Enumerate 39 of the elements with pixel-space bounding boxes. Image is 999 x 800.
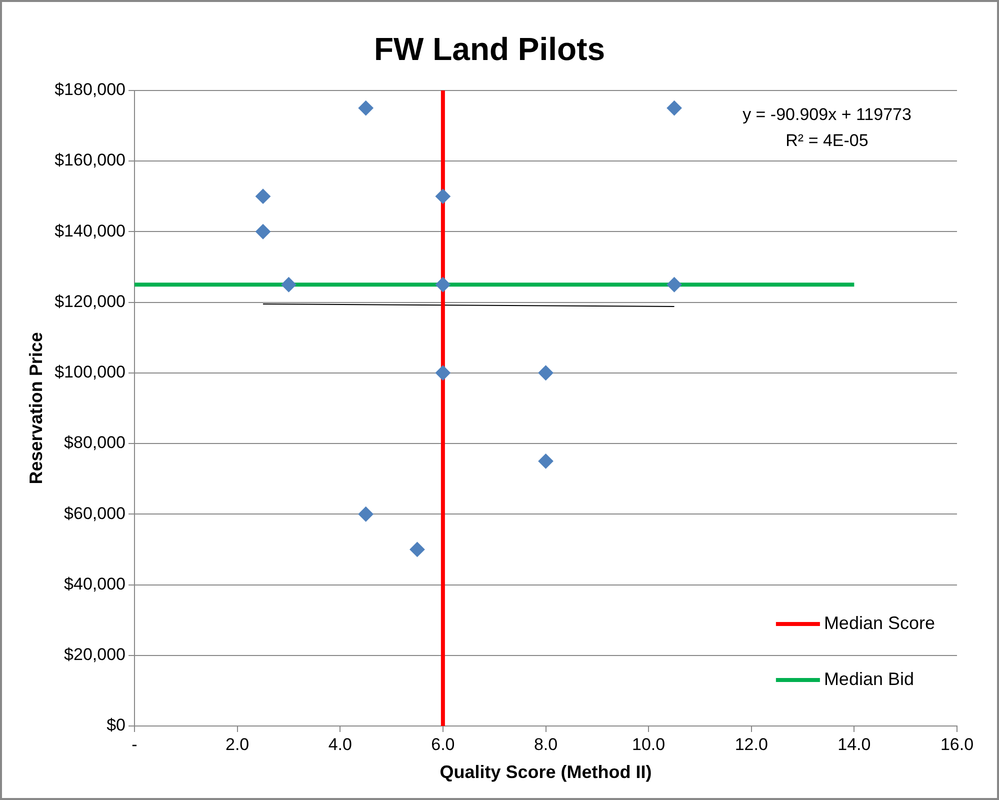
x-tick-label: 14.0 (838, 734, 871, 754)
y-tick-label: $0 (106, 716, 126, 735)
point (435, 188, 450, 204)
annotation: y = -90.909x + 119773 (742, 105, 912, 124)
point (666, 277, 682, 292)
point (410, 542, 425, 557)
y-tick-label: $40,000 (64, 574, 126, 594)
point (358, 506, 374, 522)
y-tick-label: $180,000 (54, 80, 126, 100)
x-tick-label: 10.0 (632, 734, 666, 754)
x-axis-title: Quality Score (Method II) (440, 762, 652, 782)
x-tick-label: 8.0 (534, 734, 558, 754)
y-tick-label: $80,000 (64, 433, 126, 452)
point (538, 365, 554, 380)
point (666, 100, 682, 116)
y-axis-title: Reservation Price (26, 332, 46, 484)
point (358, 100, 374, 116)
y-tick-label: $100,000 (54, 362, 126, 382)
x-tick-label: 2.0 (225, 734, 250, 754)
y-tick-label: $140,000 (54, 221, 126, 240)
legend-label: Median Score (824, 612, 936, 633)
y-tick-label: $120,000 (54, 292, 126, 311)
point (435, 365, 450, 380)
point (256, 188, 271, 204)
x-tick-label: 4.0 (328, 734, 352, 754)
x-tick-label: 16.0 (940, 734, 974, 754)
y-tick-label: $20,000 (64, 645, 126, 664)
x-tick-label: 6.0 (431, 734, 455, 754)
chart-title: FW Land Pilots (374, 31, 606, 68)
point (256, 224, 271, 240)
point (435, 277, 450, 292)
y-tick-label: $160,000 (54, 150, 126, 170)
x-tick-label: - (132, 734, 138, 754)
point (538, 454, 554, 469)
x-tick-label: 12.0 (734, 734, 768, 754)
annotation: R² = 4E-05 (786, 131, 868, 150)
point (281, 277, 296, 292)
legend-label: Median Bid (824, 668, 914, 689)
y-tick-label: $60,000 (64, 504, 126, 523)
